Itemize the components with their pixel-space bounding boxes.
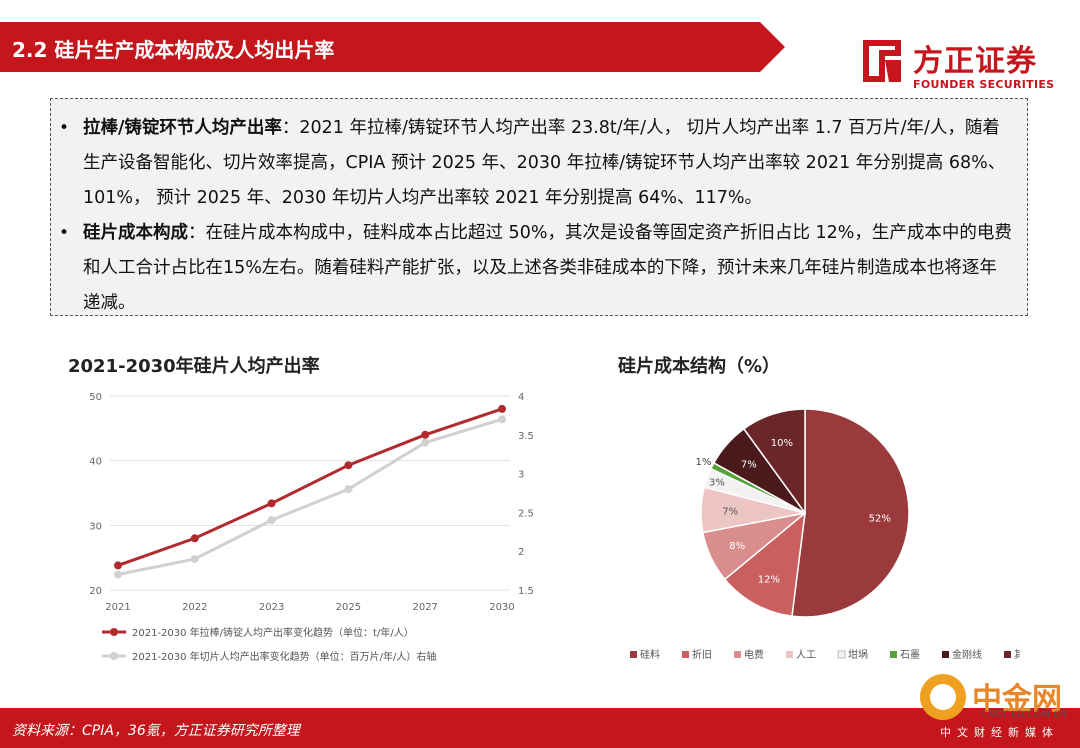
pie-slice-label: 52% — [869, 514, 891, 525]
y2-tick-label: 4 — [518, 392, 524, 403]
legend-label: 电费 — [744, 648, 764, 661]
legend-swatch — [1004, 651, 1011, 658]
series-point — [498, 415, 506, 424]
x-tick-label: 2023 — [259, 602, 284, 613]
logo-english-text: FOUNDER SECURITIES — [913, 78, 1055, 91]
series-point — [344, 461, 353, 470]
legend-label: 金刚线 — [952, 648, 982, 661]
y-tick-label: 30 — [89, 521, 102, 532]
section-title: 2.2 硅片生产成本构成及人均出片率 — [12, 38, 335, 62]
legend-label: 折旧 — [692, 648, 712, 661]
pie-slice-label: 10% — [771, 438, 793, 449]
series-line — [117, 407, 503, 567]
series-point — [421, 438, 430, 447]
series-point — [114, 561, 122, 570]
bullet-body: ：2021 年拉棒/铸锭环节人均产出率 23.8t/年/人， 切片人均产出率 1… — [83, 118, 1006, 208]
y-tick-label: 20 — [89, 586, 102, 597]
banner-arrow-shape — [0, 22, 785, 72]
x-tick-label: 2025 — [336, 602, 361, 613]
logo-chinese-text: 方正证券 — [913, 44, 1037, 79]
y2-tick-label: 1.5 — [518, 586, 534, 597]
pie-slice — [791, 408, 910, 618]
y2-tick-label: 2.5 — [518, 508, 534, 519]
bullet-lead: 硅片成本构成 — [83, 223, 188, 243]
pie-chart-title: 硅片成本结构（%） — [618, 356, 781, 377]
legend-label: 人工 — [796, 649, 816, 661]
series-point — [498, 404, 506, 413]
watermark-chinese: 中金网 — [972, 682, 1062, 717]
y-tick-label: 40 — [89, 457, 102, 468]
series-point — [267, 499, 276, 508]
legend-swatch — [890, 651, 897, 658]
legend-swatch — [734, 651, 741, 658]
pie-slice-label: 8% — [729, 541, 745, 552]
series-point — [114, 570, 122, 579]
x-tick-label: 2030 — [489, 602, 514, 613]
line-chart-title: 2021-2030年硅片人均产出率 — [68, 356, 320, 377]
watermark-subtitle: 中文财经新媒体 — [940, 726, 1059, 739]
bullet-lead: 拉棒/铸锭环节人均产出率 — [83, 118, 282, 138]
series-line — [117, 417, 503, 576]
legend-swatch — [786, 651, 793, 658]
founder-securities-logo: 方正证券 FOUNDER SECURITIES — [855, 30, 1065, 96]
legend-swatch — [837, 650, 846, 659]
series-point — [190, 534, 199, 543]
cngold-logo-icon — [920, 674, 966, 720]
summary-textbox: • 拉棒/铸锭环节人均产出率：2021 年拉棒/铸锭环节人均产出率 23.8t/年… — [50, 98, 1028, 316]
legend-label: 硅料 — [640, 648, 660, 661]
y2-tick-label: 3.5 — [518, 431, 534, 442]
bullet-cost-structure: • 硅片成本构成：在硅片成本构成中，硅料成本占比超过 50%，其次是设备等固定资产… — [59, 216, 1013, 321]
legend-swatch — [682, 651, 689, 658]
source-note: 资料来源：CPIA，36氪，方正证券研究所整理 — [12, 723, 300, 739]
y-tick-label: 50 — [89, 392, 102, 403]
pie-slice — [742, 408, 806, 516]
section-header-banner: 2.2 硅片生产成本构成及人均出片率 — [0, 22, 785, 72]
pie-slice-label: 7% — [741, 459, 757, 470]
legend-label: 2021-2030 年拉棒/铸锭人均产出率变化趋势（单位：t/年/人） — [132, 626, 414, 639]
y2-tick-label: 3 — [518, 470, 524, 481]
founder-logo-mark-icon — [863, 40, 901, 82]
legend-label: 坩埚 — [848, 648, 868, 661]
cost-structure-pie-chart: 52% 12% 8% 7% 3% 1% 7% 10% 硅料 折旧 电费 人工 坩埚 石墨 金刚线 其他 — [630, 408, 1020, 661]
bullet-body: ：在硅片成本构成中，硅料成本占比超过 50%，其次是设备等固定资产折旧占比 12… — [83, 223, 1012, 313]
pie-slice — [723, 511, 806, 618]
bullet-output-rate: • 拉棒/铸锭环节人均产出率：2021 年拉棒/铸锭环节人均产出率 23.8t/年… — [59, 111, 1013, 216]
pie-slice-label: 1% — [695, 457, 711, 468]
legend-label: 石墨 — [900, 649, 920, 661]
legend-marker — [110, 628, 118, 636]
legend-label: 其他 — [1014, 648, 1020, 661]
x-tick-label: 2022 — [182, 602, 207, 613]
series-point — [421, 430, 430, 439]
watermark-english: CNGOLD.COM.CN — [982, 710, 1068, 720]
legend-label: 2021-2030 年切片人均产出率变化趋势（单位：百万片/年/人）右轴 — [132, 650, 436, 663]
legend-marker — [110, 652, 118, 660]
series-point — [344, 485, 353, 494]
x-tick-label: 2021 — [105, 602, 130, 613]
pie-slice-label: 3% — [709, 477, 725, 488]
cngold-watermark: 中金网 CNGOLD.COM.CN 中文财经新媒体 — [920, 672, 1080, 742]
bullet-dot-icon: • — [59, 223, 70, 243]
pie-slice-label: 7% — [722, 507, 738, 518]
footer-bar: 资料来源：CPIA，36氪，方正证券研究所整理 — [0, 708, 1080, 748]
bullet-dot-icon: • — [59, 118, 70, 138]
x-tick-label: 2027 — [412, 602, 437, 613]
pie-slice-label: 12% — [758, 575, 780, 586]
series-point — [267, 516, 276, 525]
series-point — [190, 554, 199, 563]
legend-swatch — [630, 651, 637, 658]
legend-swatch — [942, 651, 949, 658]
y2-tick-label: 2 — [518, 547, 524, 558]
